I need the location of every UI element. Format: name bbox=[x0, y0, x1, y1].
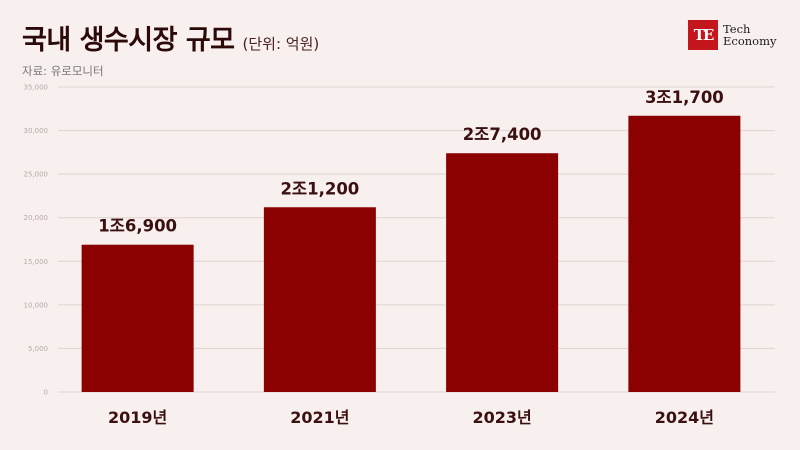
y-tick-label: 15,000 bbox=[24, 258, 49, 266]
chart-title: 국내 생수시장 규모 bbox=[22, 25, 235, 56]
logo-line-2: Economy bbox=[723, 34, 777, 48]
title-row: 국내 생수시장 규모 (단위: 억원) bbox=[22, 18, 319, 57]
value-labels: 1조6,900 2조1,200 2조7,400 3조1,700 bbox=[98, 88, 724, 236]
y-tick-label: 35,000 bbox=[24, 84, 49, 92]
y-tick-label: 5,000 bbox=[28, 345, 48, 353]
bar bbox=[263, 207, 376, 392]
y-tick-label: 10,000 bbox=[24, 301, 49, 309]
category-labels: 2019년 2021년 2023년 2024년 bbox=[108, 408, 714, 427]
unit-label: (단위: 억원) bbox=[242, 35, 320, 53]
x-category-label: 2019년 bbox=[108, 408, 167, 427]
bars bbox=[81, 115, 741, 392]
source-label: 자료: 유로모니터 bbox=[22, 64, 104, 78]
bar-value-label: 2조1,200 bbox=[280, 179, 359, 198]
y-tick-label: 25,000 bbox=[24, 171, 49, 179]
logo-mark-icon: TE bbox=[688, 20, 718, 50]
bar-value-label: 3조1,700 bbox=[645, 88, 724, 107]
y-tick-label: 30,000 bbox=[24, 127, 49, 135]
x-category-label: 2024년 bbox=[655, 408, 714, 427]
x-category-label: 2021년 bbox=[290, 408, 349, 427]
logo-line-1: Tech bbox=[723, 22, 751, 36]
y-tick-label: 20,000 bbox=[24, 214, 49, 222]
bar bbox=[446, 153, 559, 392]
chart-header: 국내 생수시장 규모 (단위: 억원) 자료: 유로모니터 bbox=[22, 18, 319, 79]
bar-value-label: 2조7,400 bbox=[463, 125, 542, 144]
logo-text: Tech Economy bbox=[723, 23, 777, 47]
bar-value-label: 1조6,900 bbox=[98, 217, 177, 236]
bar bbox=[628, 115, 741, 392]
y-axis-ticks: 0 5,000 10,000 15,000 20,000 25,000 30,000 35,0… bbox=[24, 84, 49, 397]
bar bbox=[81, 244, 194, 392]
x-category-label: 2023년 bbox=[472, 408, 531, 427]
tech-economy-logo: TE Tech Economy bbox=[688, 20, 777, 50]
y-tick-label: 0 bbox=[44, 389, 48, 397]
